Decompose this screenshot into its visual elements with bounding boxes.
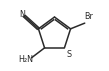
Text: Br: Br <box>85 12 94 21</box>
Text: H₂N: H₂N <box>18 55 33 64</box>
Text: N: N <box>19 10 25 19</box>
Text: S: S <box>66 50 71 59</box>
